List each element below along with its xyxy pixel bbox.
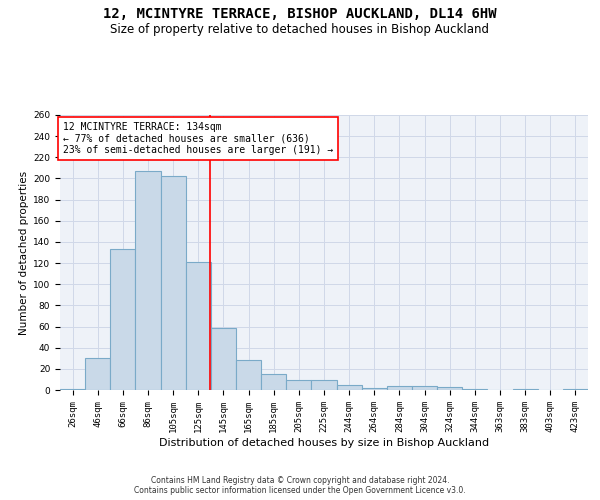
Bar — [563, 389, 588, 390]
Bar — [85, 358, 110, 390]
Y-axis label: Number of detached properties: Number of detached properties — [19, 170, 29, 334]
Bar — [412, 386, 437, 390]
Bar — [211, 328, 236, 390]
Bar — [136, 171, 161, 390]
Text: 12, MCINTYRE TERRACE, BISHOP AUCKLAND, DL14 6HW: 12, MCINTYRE TERRACE, BISHOP AUCKLAND, D… — [103, 8, 497, 22]
Bar — [362, 388, 387, 390]
Bar — [261, 374, 286, 390]
Text: Size of property relative to detached houses in Bishop Auckland: Size of property relative to detached ho… — [110, 22, 490, 36]
Bar — [161, 176, 186, 390]
Bar — [236, 360, 261, 390]
Bar — [110, 250, 136, 390]
Text: Contains HM Land Registry data © Crown copyright and database right 2024.
Contai: Contains HM Land Registry data © Crown c… — [134, 476, 466, 495]
Bar — [186, 262, 211, 390]
Bar — [462, 389, 487, 390]
Bar — [437, 387, 462, 390]
Bar — [512, 389, 538, 390]
Bar — [337, 384, 362, 390]
Bar — [60, 389, 85, 390]
Bar — [311, 380, 337, 390]
Bar — [286, 380, 311, 390]
X-axis label: Distribution of detached houses by size in Bishop Auckland: Distribution of detached houses by size … — [159, 438, 489, 448]
Text: 12 MCINTYRE TERRACE: 134sqm
← 77% of detached houses are smaller (636)
23% of se: 12 MCINTYRE TERRACE: 134sqm ← 77% of det… — [62, 122, 333, 155]
Bar — [387, 386, 412, 390]
